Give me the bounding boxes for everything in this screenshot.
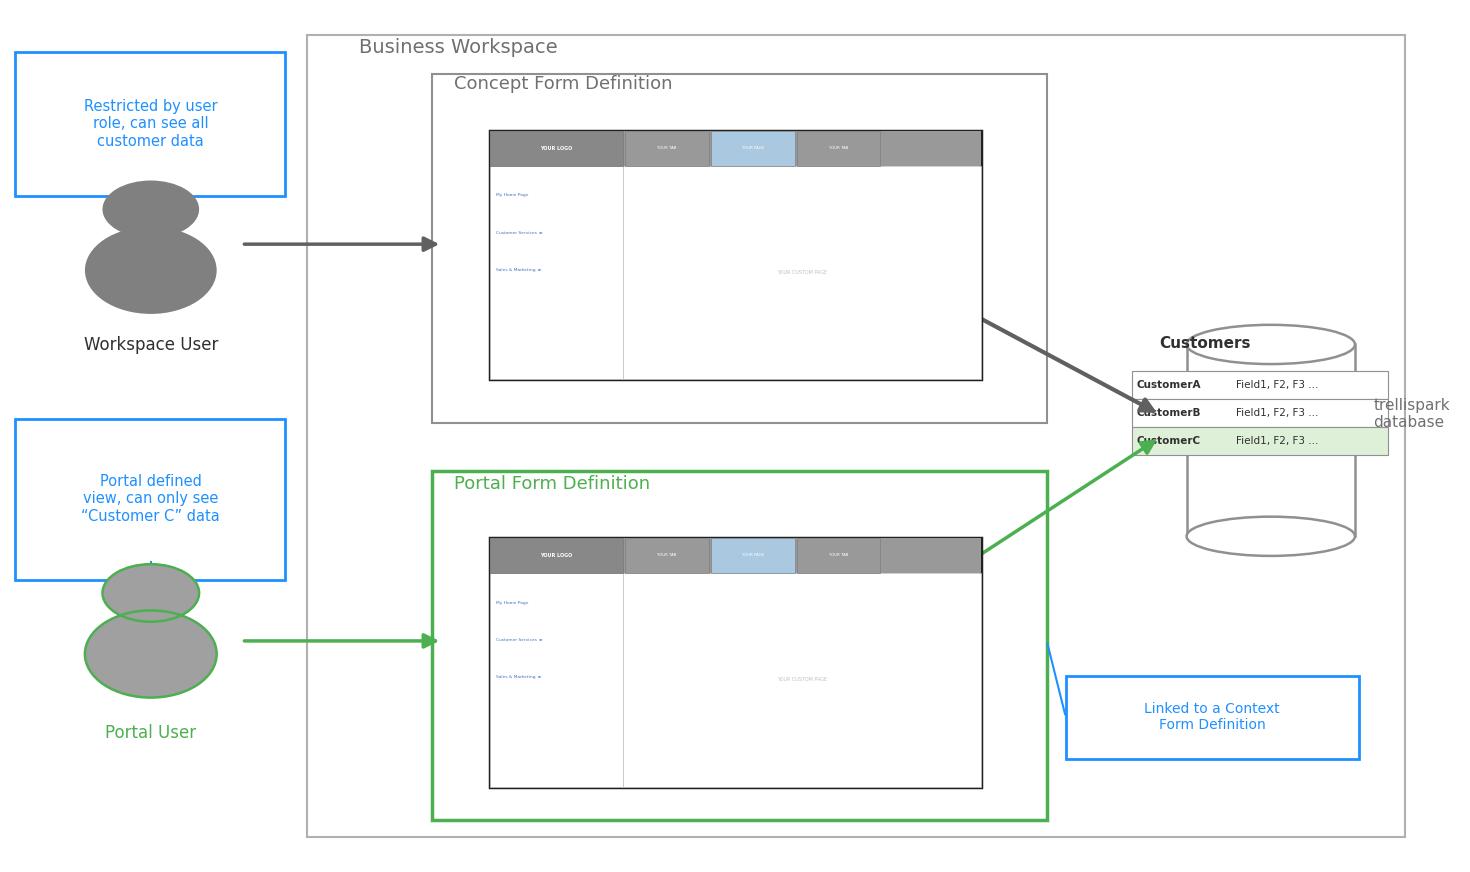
FancyBboxPatch shape [797, 538, 881, 573]
Text: YOUR LOGO: YOUR LOGO [541, 146, 573, 151]
Text: YOUR TAB: YOUR TAB [829, 146, 848, 150]
FancyBboxPatch shape [491, 538, 623, 573]
FancyBboxPatch shape [797, 131, 881, 166]
Text: Workspace User: Workspace User [84, 336, 218, 354]
Text: Concept Form Definition: Concept Form Definition [454, 75, 672, 93]
Text: Customer Services  ►: Customer Services ► [497, 231, 544, 235]
Text: YOUR TAB: YOUR TAB [657, 554, 676, 557]
FancyBboxPatch shape [623, 166, 980, 379]
Text: Field1, F2, F3 ...: Field1, F2, F3 ... [1236, 408, 1319, 419]
Text: CustomerB: CustomerB [1136, 408, 1201, 419]
Text: Business Workspace: Business Workspace [359, 37, 557, 57]
FancyBboxPatch shape [491, 573, 623, 787]
Text: Sales & Marketing  ►: Sales & Marketing ► [497, 675, 542, 679]
Text: Portal User: Portal User [106, 724, 197, 742]
Text: Portal defined
view, can only see
“Customer C” data: Portal defined view, can only see “Custo… [81, 473, 220, 524]
FancyBboxPatch shape [15, 52, 285, 196]
Ellipse shape [1186, 325, 1355, 364]
Ellipse shape [85, 610, 216, 698]
FancyBboxPatch shape [491, 538, 980, 787]
Ellipse shape [1186, 516, 1355, 556]
Text: Linked to a Context
Form Definition: Linked to a Context Form Definition [1144, 702, 1280, 732]
FancyBboxPatch shape [491, 131, 980, 379]
Text: YOUR CUSTOM PAGE: YOUR CUSTOM PAGE [776, 678, 828, 682]
Text: Field1, F2, F3 ...: Field1, F2, F3 ... [1236, 436, 1319, 446]
Text: Customer Services  ►: Customer Services ► [497, 638, 544, 642]
Text: Customers: Customers [1160, 336, 1251, 351]
FancyBboxPatch shape [1132, 371, 1388, 399]
Text: YOUR TAB: YOUR TAB [657, 146, 676, 150]
Text: CustomerC: CustomerC [1136, 436, 1200, 446]
Text: YOUR TAB: YOUR TAB [829, 554, 848, 557]
FancyBboxPatch shape [1186, 344, 1355, 536]
FancyBboxPatch shape [1066, 676, 1358, 759]
FancyBboxPatch shape [491, 131, 623, 166]
FancyBboxPatch shape [711, 538, 794, 573]
Circle shape [103, 181, 198, 238]
FancyBboxPatch shape [625, 131, 709, 166]
FancyBboxPatch shape [491, 166, 623, 379]
Text: Portal Form Definition: Portal Form Definition [454, 474, 650, 493]
Text: YOUR LOGO: YOUR LOGO [541, 553, 573, 558]
Ellipse shape [85, 227, 216, 314]
FancyBboxPatch shape [491, 131, 980, 166]
Text: My Home Page: My Home Page [497, 601, 529, 604]
FancyBboxPatch shape [432, 74, 1047, 423]
Text: Field1, F2, F3 ...: Field1, F2, F3 ... [1236, 380, 1319, 391]
FancyBboxPatch shape [711, 131, 794, 166]
FancyBboxPatch shape [491, 538, 980, 573]
Circle shape [103, 564, 198, 622]
FancyBboxPatch shape [625, 538, 709, 573]
FancyBboxPatch shape [1132, 399, 1388, 427]
Text: YOUR PAGE: YOUR PAGE [742, 554, 764, 557]
Text: Sales & Marketing  ►: Sales & Marketing ► [497, 268, 542, 272]
Text: My Home Page: My Home Page [497, 194, 529, 197]
FancyBboxPatch shape [15, 419, 285, 580]
Text: YOUR CUSTOM PAGE: YOUR CUSTOM PAGE [776, 270, 828, 275]
FancyBboxPatch shape [623, 573, 980, 787]
Text: CustomerA: CustomerA [1136, 380, 1201, 391]
FancyBboxPatch shape [307, 35, 1405, 837]
Text: Restricted by user
role, can see all
customer data: Restricted by user role, can see all cus… [84, 99, 218, 149]
Text: trellispark
database: trellispark database [1373, 398, 1449, 431]
FancyBboxPatch shape [432, 471, 1047, 820]
FancyBboxPatch shape [1132, 427, 1388, 455]
Text: YOUR PAGE: YOUR PAGE [742, 146, 764, 150]
